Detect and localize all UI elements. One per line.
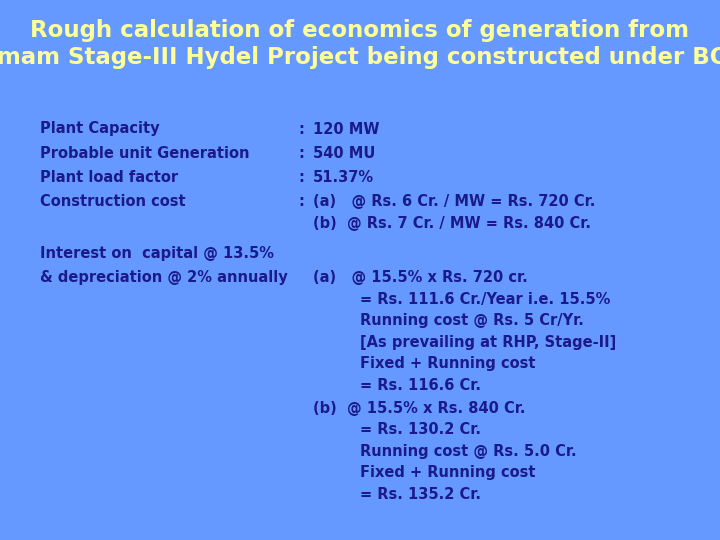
- Text: = Rs. 111.6 Cr./Year i.e. 15.5%: = Rs. 111.6 Cr./Year i.e. 15.5%: [360, 292, 611, 307]
- Text: Plant load factor: Plant load factor: [40, 170, 178, 185]
- Text: (a)   @ 15.5% x Rs. 720 cr.: (a) @ 15.5% x Rs. 720 cr.: [313, 270, 528, 285]
- Text: 51.37%: 51.37%: [313, 170, 374, 185]
- Text: 120 MW: 120 MW: [313, 122, 379, 137]
- Text: :: :: [299, 170, 305, 185]
- Text: Probable unit Generation: Probable unit Generation: [40, 146, 249, 161]
- Text: Running cost @ Rs. 5.0 Cr.: Running cost @ Rs. 5.0 Cr.: [360, 444, 577, 459]
- Text: Fixed + Running cost: Fixed + Running cost: [360, 356, 536, 372]
- Text: = Rs. 116.6 Cr.: = Rs. 116.6 Cr.: [360, 378, 481, 393]
- Text: Construction cost: Construction cost: [40, 194, 185, 210]
- Text: Interest on  capital @ 13.5%: Interest on capital @ 13.5%: [40, 246, 274, 261]
- Text: (a)   @ Rs. 6 Cr. / MW = Rs. 720 Cr.: (a) @ Rs. 6 Cr. / MW = Rs. 720 Cr.: [313, 194, 595, 210]
- Text: Rammam Stage-III Hydel Project being constructed under BOOM.: Rammam Stage-III Hydel Project being con…: [0, 46, 720, 69]
- Text: Plant Capacity: Plant Capacity: [40, 122, 159, 137]
- Text: :: :: [299, 194, 305, 210]
- Text: :: :: [299, 146, 305, 161]
- Text: & depreciation @ 2% annually: & depreciation @ 2% annually: [40, 270, 287, 285]
- Text: :: :: [299, 122, 305, 137]
- Text: = Rs. 135.2 Cr.: = Rs. 135.2 Cr.: [360, 487, 481, 502]
- Text: = Rs. 130.2 Cr.: = Rs. 130.2 Cr.: [360, 422, 481, 437]
- Text: 540 MU: 540 MU: [313, 146, 376, 161]
- Text: Running cost @ Rs. 5 Cr/Yr.: Running cost @ Rs. 5 Cr/Yr.: [360, 313, 584, 328]
- Text: Fixed + Running cost: Fixed + Running cost: [360, 465, 536, 481]
- Text: (b)  @ 15.5% x Rs. 840 Cr.: (b) @ 15.5% x Rs. 840 Cr.: [313, 401, 526, 416]
- Text: Rough calculation of economics of generation from: Rough calculation of economics of genera…: [30, 19, 690, 42]
- Text: (b)  @ Rs. 7 Cr. / MW = Rs. 840 Cr.: (b) @ Rs. 7 Cr. / MW = Rs. 840 Cr.: [313, 216, 591, 231]
- Text: [As prevailing at RHP, Stage-II]: [As prevailing at RHP, Stage-II]: [360, 335, 616, 350]
